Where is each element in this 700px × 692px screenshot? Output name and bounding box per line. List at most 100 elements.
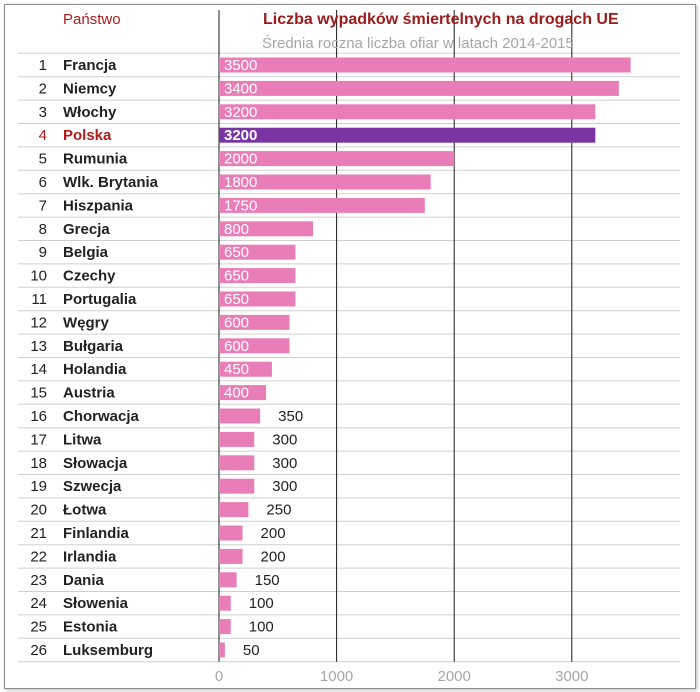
rank-label: 16 (30, 408, 47, 425)
category-label: Francja (63, 57, 117, 74)
bar (219, 104, 596, 120)
rank-label: 9 (39, 244, 47, 261)
bars-layer (219, 57, 631, 658)
data-label: 100 (249, 619, 274, 636)
bar (219, 57, 631, 73)
category-label: Grecja (63, 221, 110, 238)
data-label: 50 (243, 642, 260, 659)
bar (219, 80, 619, 96)
x-tick-label: 0 (215, 668, 223, 685)
category-label: Chorwacja (63, 408, 140, 425)
rank-label: 1 (39, 57, 47, 74)
chart-title: Liczba wypadków śmiertelnych na drogach … (263, 11, 619, 28)
rank-label: 5 (39, 151, 47, 168)
rank-label: 11 (31, 291, 47, 308)
data-label: 300 (272, 478, 297, 495)
rank-label: 10 (30, 268, 47, 285)
data-label: 150 (255, 572, 280, 589)
category-label: Wlk. Brytania (63, 174, 159, 191)
text-layer: Państwo Liczba wypadków śmiertelnych na … (30, 11, 619, 685)
bar (219, 619, 231, 635)
grid-layer (18, 10, 680, 663)
rank-label: 26 (30, 642, 47, 659)
data-label: 3200 (224, 104, 257, 121)
x-tick-label: 2000 (438, 668, 471, 685)
category-label: Finlandia (63, 525, 129, 542)
category-label: Rumunia (63, 151, 128, 168)
bar (219, 338, 290, 354)
category-label: Szwecja (63, 478, 122, 495)
rank-label: 20 (30, 502, 47, 519)
rank-label: 18 (30, 455, 47, 472)
bar (219, 244, 296, 260)
x-tick-label: 3000 (555, 668, 588, 685)
rank-label: 6 (39, 174, 47, 191)
rank-label: 24 (30, 595, 47, 612)
category-label: Irlandia (63, 548, 117, 565)
category-label: Litwa (63, 431, 102, 448)
category-label: Słowenia (63, 595, 129, 612)
bar (219, 385, 267, 401)
data-label: 600 (224, 338, 249, 355)
category-label: Holandia (63, 361, 127, 378)
category-label: Belgia (63, 244, 109, 261)
data-label: 200 (261, 548, 286, 565)
bar (219, 174, 431, 190)
rank-label: 8 (39, 221, 47, 238)
data-label: 300 (272, 455, 297, 472)
bar (219, 151, 455, 167)
rank-label: 3 (39, 104, 47, 121)
category-label: Hiszpania (63, 197, 134, 214)
category-label: Estonia (63, 619, 118, 636)
rank-label: 14 (30, 361, 47, 378)
data-label: 1800 (224, 174, 257, 191)
bar (219, 548, 243, 564)
rank-label: 21 (30, 525, 47, 542)
rank-label: 13 (30, 338, 47, 355)
bar (219, 197, 425, 213)
bar (219, 408, 261, 424)
data-label: 450 (224, 361, 249, 378)
category-label: Słowacja (63, 455, 128, 472)
data-label: 1750 (224, 197, 257, 214)
category-label: Luksemburg (63, 642, 153, 659)
bar (219, 595, 231, 611)
category-label: Włochy (63, 104, 117, 121)
bar (219, 361, 272, 377)
data-label: 100 (249, 595, 274, 612)
rank-label: 17 (30, 431, 47, 448)
category-label: Austria (63, 385, 115, 402)
data-label: 3500 (224, 57, 257, 74)
category-label: Czechy (63, 268, 116, 285)
bar (219, 502, 249, 518)
data-label: 3200 (224, 127, 257, 144)
data-label: 800 (224, 221, 249, 238)
category-label: Portugalia (63, 291, 137, 308)
category-label: Dania (63, 572, 105, 589)
country-column-header: Państwo (63, 11, 121, 28)
data-label: 600 (224, 314, 249, 331)
bar (219, 642, 225, 658)
rank-label: 22 (30, 548, 47, 565)
data-label: 2000 (224, 151, 257, 168)
data-label: 350 (278, 408, 303, 425)
data-label: 200 (261, 525, 286, 542)
data-label: 650 (224, 291, 249, 308)
bar (219, 221, 314, 237)
bar (219, 455, 255, 471)
data-label: 3400 (224, 80, 257, 97)
chart-subtitle: Średnia roczna liczba ofiar w latach 201… (262, 34, 574, 52)
rank-label: 7 (39, 197, 47, 214)
data-label: 400 (224, 385, 249, 402)
bar (219, 525, 243, 541)
category-label: Polska (63, 127, 112, 144)
rank-label: 2 (39, 80, 47, 97)
data-label: 250 (266, 502, 291, 519)
rank-label: 15 (30, 385, 47, 402)
bar (219, 431, 255, 447)
rank-label: 12 (30, 314, 47, 331)
x-tick-label: 1000 (320, 668, 353, 685)
bar (219, 268, 296, 284)
category-label: Węgry (63, 314, 110, 331)
